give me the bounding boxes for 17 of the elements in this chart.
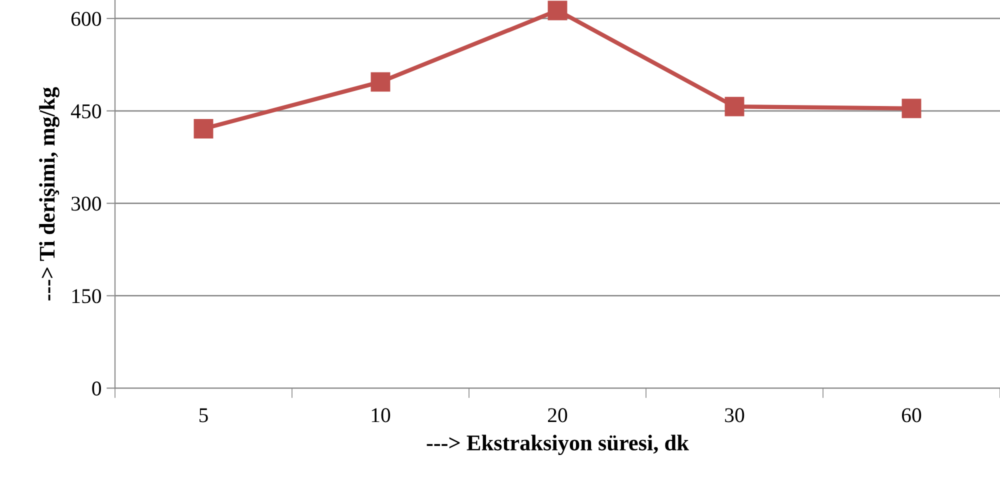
y-axis-title: ---> Ti derişimi, mg/kg [39,87,60,300]
point [902,98,922,118]
x-tick-label: 30 [725,408,744,422]
point [194,119,214,138]
y-tick-label: 300 [72,196,102,211]
y-tick-label: 600 [71,12,102,26]
y-tick-label: 450 [70,104,102,118]
point [548,0,568,20]
x-tick-label: 20 [548,408,568,422]
point [724,96,744,116]
point [370,72,390,92]
y-tick-label: 0 [92,382,102,396]
x-tick-label: 60 [902,408,922,422]
y-tick-label: 150 [72,289,102,304]
x-tick-label: 10 [372,408,390,422]
x-axis-title: ---> Ekstraksiyon süresi, dk [426,434,689,456]
x-tick-label: 5 [200,408,208,422]
